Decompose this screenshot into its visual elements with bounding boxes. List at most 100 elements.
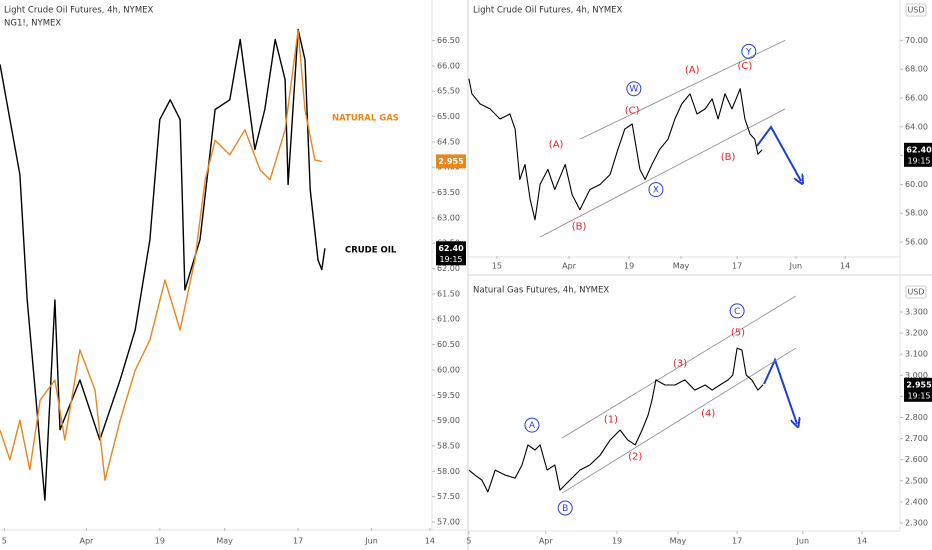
x-tick-label: 14	[857, 537, 867, 546]
x-tick-label: 14	[425, 537, 435, 546]
wave-label: A	[529, 421, 536, 431]
x-tick-label: Apr	[539, 537, 554, 546]
y-tick-label: 2.500	[905, 476, 928, 485]
y-tick-label: 66.00	[437, 61, 460, 70]
wave-label: Y	[745, 47, 752, 57]
y-tick-label: 64.50	[437, 137, 460, 146]
price-badge-label: 2.955	[906, 380, 932, 389]
y-tick-label: 59.00	[437, 416, 460, 425]
unit-box	[905, 3, 927, 17]
forecast-arrow	[763, 357, 797, 424]
price-badge	[904, 142, 932, 167]
x-tick-label: Jun	[364, 537, 378, 546]
y-tick-label: 58.00	[437, 467, 460, 476]
channel-line	[539, 108, 786, 238]
x-tick-label: Apr	[562, 262, 577, 271]
y-tick-label: 3.200	[905, 329, 928, 338]
x-tick-label: 17	[732, 537, 742, 546]
x-tick-label: 5	[2, 537, 7, 546]
price-badge-label: 2.955	[438, 157, 464, 166]
wave-circle	[557, 500, 573, 516]
x-tick-label: 19	[155, 537, 165, 546]
y-tick-label: 58.00	[905, 209, 928, 218]
y-tick-label: 65.00	[437, 112, 460, 121]
y-tick-label: 57.50	[437, 492, 460, 501]
wave-circle	[626, 81, 642, 97]
countdown-label: 19:15	[439, 255, 462, 264]
y-tick-label: 2.300	[905, 519, 928, 528]
wave-label: (2)	[628, 451, 642, 462]
price-badge-label: 62.40	[906, 145, 932, 154]
series-name: CRUDE OIL	[345, 246, 397, 256]
x-tick-label: 14	[840, 262, 850, 271]
x-tick-label: 19	[612, 537, 622, 546]
y-tick-label: 61.50	[437, 289, 460, 298]
y-tick-label: 3.300	[905, 307, 928, 316]
wave-label: (1)	[604, 414, 618, 425]
wave-label: (3)	[673, 359, 687, 370]
unit-label: USD	[907, 6, 924, 15]
y-tick-label: 64.00	[905, 122, 928, 131]
y-tick-label: 3.000	[905, 371, 928, 380]
wave-label: (B)	[572, 221, 587, 232]
y-tick-label: 60.50	[437, 340, 460, 349]
chart-title: Light Crude Oil Futures, 4h, NYMEX	[473, 6, 623, 16]
price-badge	[436, 241, 466, 266]
price-line	[0, 29, 322, 481]
unit-box	[905, 285, 927, 299]
wave-label: (A)	[549, 140, 564, 151]
countdown-label: 19:15	[907, 156, 930, 165]
y-tick-label: 63.50	[437, 188, 460, 197]
chart-title: Natural Gas Futures, 4h, NYMEX	[473, 286, 609, 296]
x-tick-label: 17	[293, 537, 303, 546]
x-tick-label: 17	[732, 262, 742, 271]
unit-label: USD	[907, 288, 924, 297]
price-badge-label: 62.40	[438, 244, 464, 253]
y-tick-label: 2.800	[905, 413, 928, 422]
y-tick-label: 66.50	[437, 36, 460, 45]
y-tick-label: 70.00	[905, 36, 928, 45]
x-tick-label: 15	[492, 262, 502, 271]
countdown-label: 19:15	[907, 391, 930, 400]
x-tick-label: Jun	[789, 262, 803, 271]
x-tick-label: 5	[466, 537, 471, 546]
channel-line	[561, 347, 797, 494]
y-tick-label: 56.00	[905, 238, 928, 247]
wave-label: (4)	[701, 409, 715, 420]
series-name: NATURAL GAS	[332, 114, 399, 124]
x-tick-label: May	[673, 262, 690, 271]
y-tick-label: 63.00	[437, 213, 460, 222]
wave-label: X	[653, 186, 659, 196]
wave-label: (5)	[731, 328, 745, 339]
y-tick-label: 68.00	[905, 65, 928, 74]
y-tick-label: 58.50	[437, 441, 460, 450]
chart-title: Light Crude Oil Futures, 4h, NYMEX	[4, 6, 154, 16]
y-tick-label: 60.00	[905, 180, 928, 189]
channel-line	[579, 39, 786, 140]
x-tick-label: 19	[624, 262, 634, 271]
price-line	[468, 78, 763, 221]
forecast-arrow	[756, 125, 801, 181]
wave-circle	[729, 303, 745, 319]
wave-circle	[741, 43, 757, 59]
wave-label: (C)	[738, 61, 753, 72]
y-tick-label: 2.700	[905, 434, 928, 443]
price-badge	[904, 377, 932, 402]
wave-label: W	[629, 85, 638, 95]
channel-line	[561, 295, 797, 439]
y-tick-label: 60.00	[437, 365, 460, 374]
x-tick-label: May	[216, 537, 233, 546]
x-tick-label: Apr	[79, 537, 94, 546]
y-tick-label: 2.600	[905, 455, 928, 464]
chart-subtitle: NG1!, NYMEX	[4, 19, 61, 29]
y-tick-label: 66.00	[905, 93, 928, 102]
wave-label: (A)	[685, 65, 700, 76]
y-tick-label: 57.00	[437, 517, 460, 526]
wave-label: (C)	[625, 105, 640, 116]
wave-label: (B)	[721, 152, 736, 163]
price-line	[468, 347, 764, 493]
y-tick-label: 3.100	[905, 350, 928, 359]
y-tick-label: 2.400	[905, 497, 928, 506]
